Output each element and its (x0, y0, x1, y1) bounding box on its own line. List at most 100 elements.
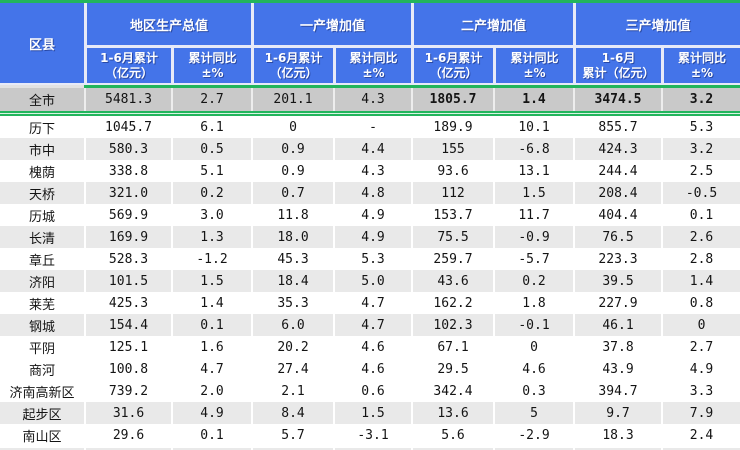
subheader-line: （亿元） (269, 65, 318, 80)
cell-primary-cum: 6.0 (251, 314, 333, 336)
subheader-line: 累计同比 (188, 50, 237, 65)
cell-secondary-yoy: 0.3 (493, 380, 573, 402)
cell-region: 南山区 (22, 429, 62, 445)
subheader-line: 1-6月累计 (100, 50, 158, 65)
cell-tertiary-yoy: 3.2 (661, 138, 740, 160)
cell-secondary-cum: 189.9 (411, 116, 493, 138)
cell-secondary-cum: 43.6 (411, 270, 493, 292)
cell-tertiary-cum: 208.4 (573, 182, 661, 204)
subheader-line: ±% (362, 65, 385, 80)
cell-primary-yoy: 4.7 (333, 314, 411, 336)
cell-gdp-yoy: 6.1 (171, 116, 251, 138)
cell-gdp-yoy: 4.9 (171, 402, 251, 424)
cell-tertiary-yoy (661, 446, 740, 450)
subheader-line: 1-6月累计 (264, 50, 323, 65)
cell-primary-cum: 27.4 (251, 358, 333, 380)
table-row: 莱芜 425.3 1.4 35.3 4.7 162.2 1.8 227.9 0.… (0, 292, 740, 314)
cell-tertiary-cum: 424.3 (573, 138, 661, 160)
cell-secondary-cum: 1805.7 (411, 88, 493, 111)
cell-secondary-yoy: 1.5 (493, 182, 573, 204)
cell-secondary-yoy: 10.1 (493, 116, 573, 138)
subheader-line: 1-6月 (601, 50, 636, 65)
cell-gdp-yoy: 1.6 (171, 336, 251, 358)
cell-tertiary-cum: 18.3 (573, 424, 661, 446)
column-subheader-primary-cum: 1-6月累计 （亿元） (251, 45, 333, 83)
top-green-strip (0, 0, 740, 3)
cell-tertiary-cum: 46.1 (573, 314, 661, 336)
cell-gdp-yoy: 3.0 (171, 204, 251, 226)
cell-secondary-yoy: 0.2 (493, 270, 573, 292)
subheader-line: （亿元） (104, 65, 153, 80)
cell-region: 长清 (28, 231, 55, 247)
subheader-line: 累计同比 (510, 50, 559, 65)
table-row: 章丘 528.3 -1.2 45.3 5.3 259.7 -5.7 223.3 … (0, 248, 740, 270)
cell-secondary-yoy: 0 (493, 336, 573, 358)
column-subheader-secondary-yoy: 累计同比 ±% (493, 45, 573, 83)
column-subheader-gdp-yoy: 累计同比 ±% (171, 45, 251, 83)
cell-gdp-cum: 101.5 (84, 270, 171, 292)
cell-gdp-cum: 154.4 (84, 314, 171, 336)
table-row: 历城 569.9 3.0 11.8 4.9 153.7 11.7 404.4 0… (0, 204, 740, 226)
cell-primary-cum: 0.9 (251, 138, 333, 160)
cell-primary-cum: 35.3 (251, 292, 333, 314)
table-row: 全市 5481.3 2.7 201.1 4.3 1805.7 1.4 3474.… (0, 88, 740, 111)
column-group-secondary-industry: 二产增加值 (411, 3, 573, 45)
column-header-region: 区县 (0, 3, 84, 83)
cell-region: 商河 (28, 363, 55, 379)
cell-region: 济南高新区 (9, 385, 75, 401)
cell-secondary-cum: 155 (411, 138, 493, 160)
cell-gdp-yoy: 0.1 (171, 424, 251, 446)
cell-region: 钢城 (28, 319, 55, 335)
cell-primary-yoy (333, 446, 411, 450)
table-row: 起步区 31.6 4.9 8.4 1.5 13.6 5 9.7 7.9 (0, 402, 740, 424)
cell-primary-yoy: 5.3 (333, 248, 411, 270)
cell-tertiary-cum: 3474.5 (573, 88, 661, 111)
cell-gdp-cum: 528.3 (84, 248, 171, 270)
cell-primary-cum (251, 446, 333, 450)
cell-gdp-cum (84, 446, 171, 450)
cell-primary-cum: 201.1 (251, 88, 333, 111)
cell-primary-cum: 0 (251, 116, 333, 138)
cell-tertiary-yoy: 0 (661, 314, 740, 336)
cell-primary-cum: 8.4 (251, 402, 333, 424)
table-body: 历下 1045.7 6.1 0 - 189.9 10.1 855.7 5.3 市… (0, 116, 740, 450)
cell-gdp-cum: 425.3 (84, 292, 171, 314)
cell-primary-cum: 0.7 (251, 182, 333, 204)
column-subheader-tertiary-yoy: 累计同比 ±% (661, 45, 740, 83)
cell-secondary-cum: 75.5 (411, 226, 493, 248)
cell-gdp-cum: 5481.3 (84, 88, 171, 111)
column-subheader-gdp-cum: 1-6月累计 （亿元） (84, 45, 171, 83)
cell-tertiary-cum: 227.9 (573, 292, 661, 314)
cell-gdp-cum: 580.3 (84, 138, 171, 160)
header-green-divider (0, 85, 740, 88)
cell-primary-yoy: 4.4 (333, 138, 411, 160)
cell-primary-yoy: 4.7 (333, 292, 411, 314)
cell-tertiary-cum: 37.8 (573, 336, 661, 358)
cell-primary-yoy: 4.9 (333, 204, 411, 226)
cell-tertiary-yoy: 5.3 (661, 116, 740, 138)
subheader-line: ±% (201, 65, 224, 80)
cell-secondary-cum: 93.6 (411, 160, 493, 182)
cell-secondary-cum: 67.1 (411, 336, 493, 358)
cell-region: 天桥 (28, 187, 55, 203)
cell-tertiary-yoy: 0.1 (661, 204, 740, 226)
cell-tertiary-cum: 223.3 (573, 248, 661, 270)
subheader-line: 累计同比 (677, 50, 726, 65)
column-group-primary-industry: 一产增加值 (251, 3, 411, 45)
column-subheader-tertiary-cum: 1-6月 累计（亿元） (573, 45, 661, 83)
cell-primary-cum: 18.4 (251, 270, 333, 292)
cell-region: 章丘 (28, 253, 55, 269)
table-row: 济南高新区 739.2 2.0 2.1 0.6 342.4 0.3 394.7 … (0, 380, 740, 402)
cell-secondary-yoy: -2.9 (493, 424, 573, 446)
cell-tertiary-yoy: 0.8 (661, 292, 740, 314)
cell-primary-cum: 0.9 (251, 160, 333, 182)
table-row: 历下 1045.7 6.1 0 - 189.9 10.1 855.7 5.3 (0, 116, 740, 138)
cell-primary-cum: 20.2 (251, 336, 333, 358)
cell-gdp-yoy: 2.7 (171, 88, 251, 111)
table-row: 钢城 154.4 0.1 6.0 4.7 102.3 -0.1 46.1 0 (0, 314, 740, 336)
table-row: 商河 100.8 4.7 27.4 4.6 29.5 4.6 43.9 4.9 (0, 358, 740, 380)
subheader-line: 1-6月累计 (424, 50, 483, 65)
subheader-line: ±% (690, 65, 714, 80)
cell-secondary-yoy: 13.1 (493, 160, 573, 182)
